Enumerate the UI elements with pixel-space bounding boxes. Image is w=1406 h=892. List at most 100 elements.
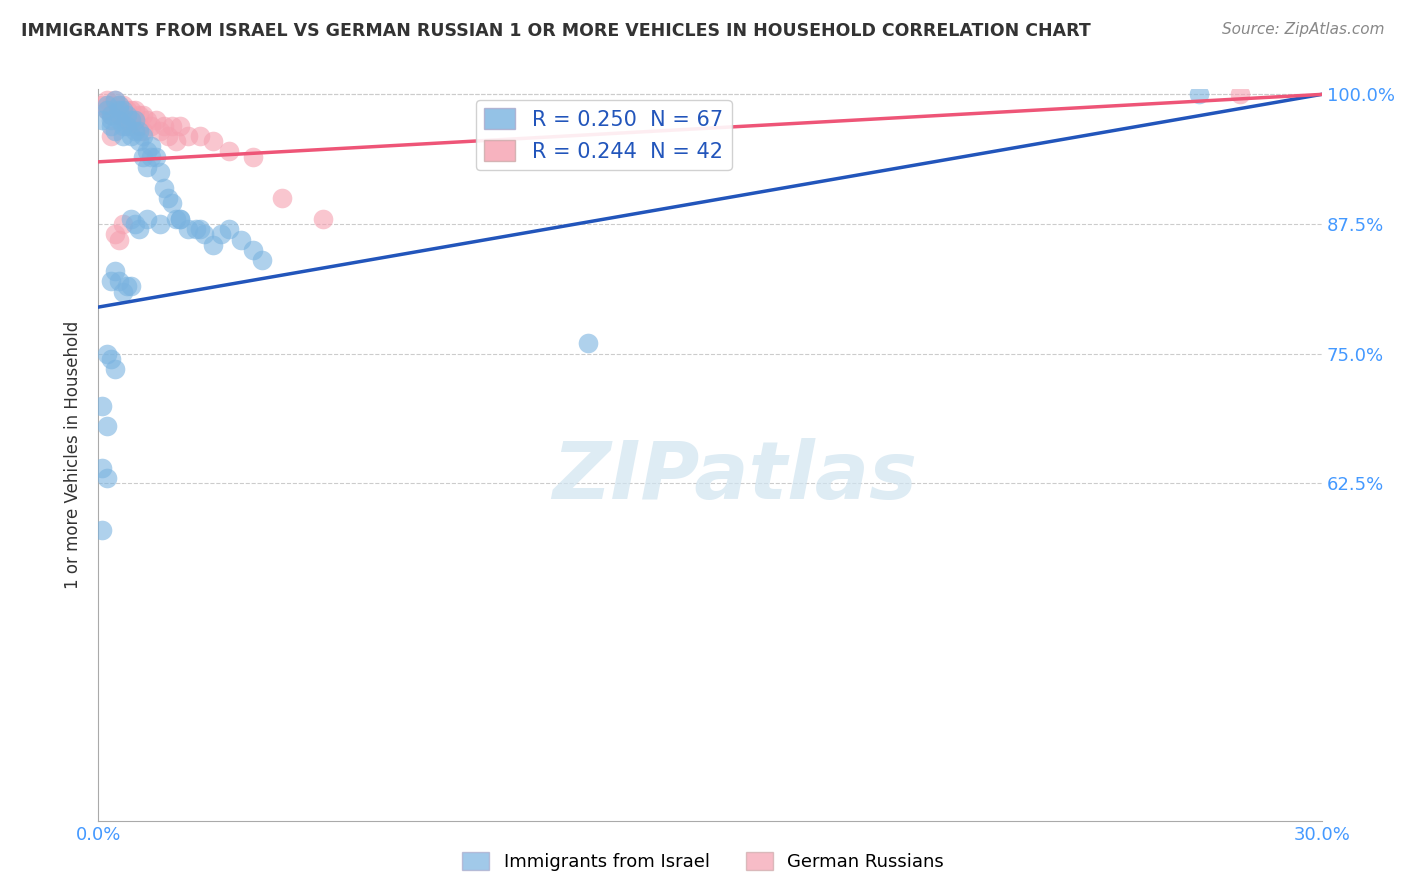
Point [108,233,131,247]
Point [128,119,150,133]
Point [96,103,118,117]
Point [124,113,146,128]
Point [169,211,191,226]
Point [115,113,138,128]
Point [128,134,150,148]
Point [111,217,134,231]
Point [124,217,146,231]
Point [218,145,240,159]
Point [128,124,150,138]
Point [141,139,163,153]
Point [201,134,224,148]
Point [96,103,118,117]
Point [120,113,142,128]
Point [218,222,240,236]
Point [160,196,183,211]
Point [132,150,155,164]
Point [270,191,294,205]
Point [1229,87,1251,102]
Point [124,103,146,117]
Y-axis label: 1 or more Vehicles in Household: 1 or more Vehicles in Household [65,321,83,589]
Point [104,124,127,138]
Point [111,119,134,133]
Point [100,274,122,288]
Point [576,336,599,351]
Legend: R = 0.250  N = 67, R = 0.244  N = 42: R = 0.250 N = 67, R = 0.244 N = 42 [475,100,731,170]
Point [128,222,150,236]
Point [100,108,122,122]
Point [115,103,138,117]
Point [111,113,134,128]
Point [169,119,191,133]
Point [149,217,172,231]
Point [100,351,122,366]
Point [124,113,146,128]
Point [152,119,174,133]
Point [242,243,264,257]
Point [91,113,114,128]
Point [96,471,118,485]
Point [193,227,215,242]
Point [132,128,155,143]
Point [115,108,138,122]
Point [120,128,142,143]
Point [156,128,179,143]
Point [100,108,122,122]
Point [104,227,127,242]
Point [145,113,167,128]
Point [209,227,232,242]
Point [169,211,191,226]
Point [104,103,127,117]
Point [91,461,114,475]
Point [141,150,163,164]
Point [108,103,131,117]
Point [96,347,118,361]
Point [91,97,114,112]
Point [188,222,212,236]
Point [100,97,122,112]
Point [108,108,131,122]
Point [177,128,200,143]
Point [136,113,159,128]
Point [108,97,131,112]
Point [108,97,131,112]
Point [177,222,200,236]
Point [160,119,183,133]
Point [96,93,118,107]
Point [152,180,174,194]
Point [104,93,127,107]
Point [120,103,142,117]
Point [165,211,187,226]
Point [100,128,122,143]
Point [96,97,118,112]
Point [124,124,146,138]
Point [136,145,159,159]
Point [149,124,172,138]
Point [136,160,159,174]
Point [111,103,134,117]
Point [100,119,122,133]
Point [111,285,134,299]
Point [165,134,187,148]
Point [132,108,155,122]
Point [120,211,142,226]
Point [141,119,163,133]
Point [149,165,172,179]
Legend: Immigrants from Israel, German Russians: Immigrants from Israel, German Russians [454,845,952,879]
Point [104,362,127,376]
Text: Source: ZipAtlas.com: Source: ZipAtlas.com [1222,22,1385,37]
Point [201,237,224,252]
Point [242,150,264,164]
Point [188,128,212,143]
Point [115,279,138,293]
Point [104,93,127,107]
Point [111,128,134,143]
Point [145,150,167,164]
Point [108,113,131,128]
Point [111,97,134,112]
Point [312,211,335,226]
Text: ZIPatlas: ZIPatlas [553,438,917,516]
Point [104,264,127,278]
Point [128,108,150,122]
Text: IMMIGRANTS FROM ISRAEL VS GERMAN RUSSIAN 1 OR MORE VEHICLES IN HOUSEHOLD CORRELA: IMMIGRANTS FROM ISRAEL VS GERMAN RUSSIAN… [21,22,1091,40]
